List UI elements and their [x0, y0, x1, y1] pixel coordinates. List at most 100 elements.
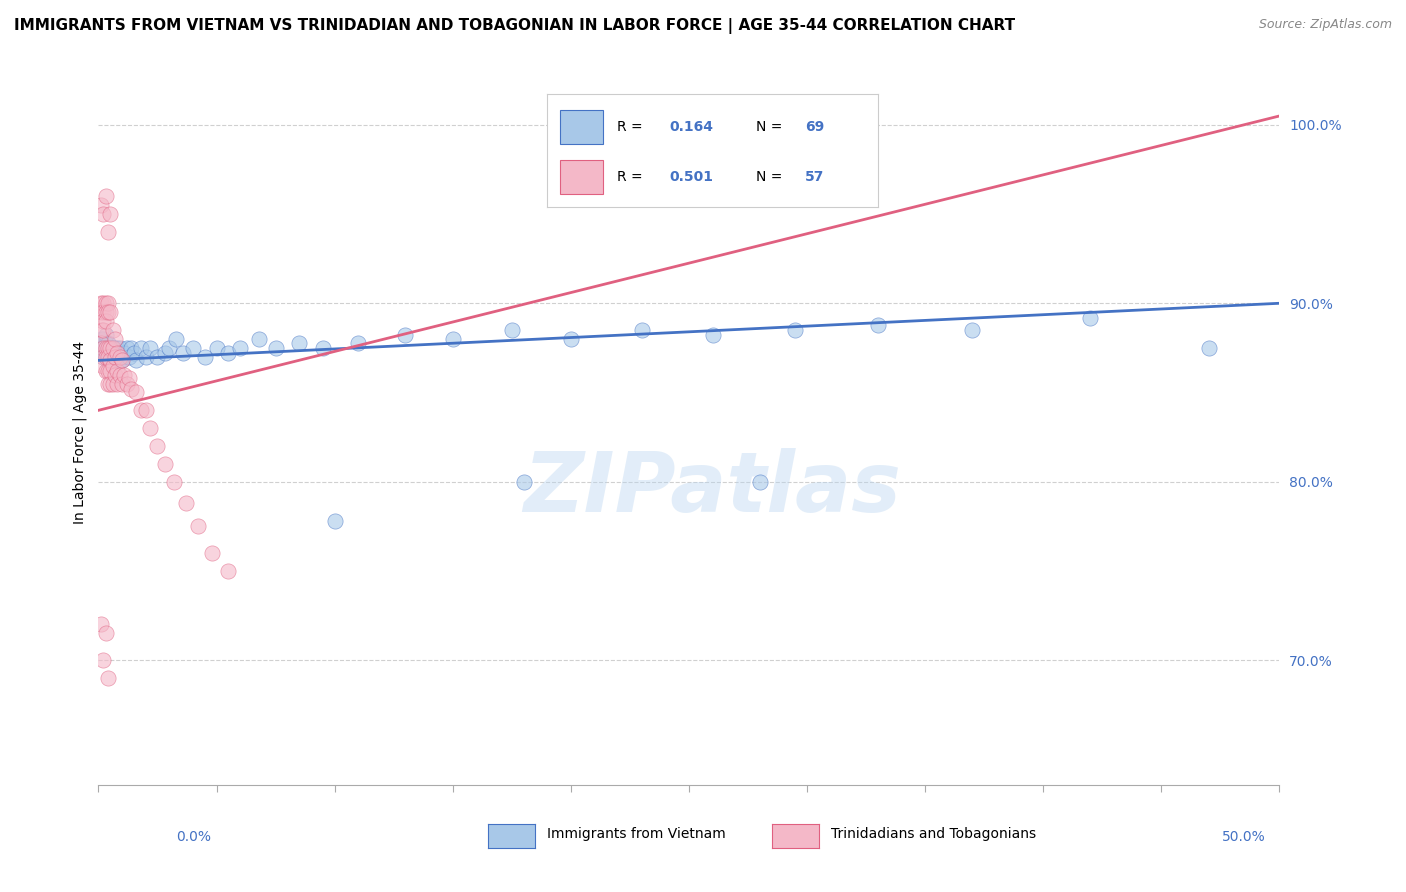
Point — [94, 305, 117, 319]
Point — [115, 341, 138, 355]
Point — [108, 368, 131, 382]
Point — [105, 350, 128, 364]
Point — [94, 350, 117, 364]
Point — [501, 323, 523, 337]
Point — [97, 350, 120, 364]
Point — [94, 626, 117, 640]
Point — [91, 296, 114, 310]
Point — [101, 359, 124, 373]
Point — [112, 346, 135, 360]
Point — [98, 341, 121, 355]
Point — [104, 332, 127, 346]
Point — [98, 346, 121, 360]
Point — [91, 305, 114, 319]
Point — [153, 346, 176, 360]
Point — [115, 376, 138, 391]
Point — [288, 335, 311, 350]
Point — [94, 335, 117, 350]
Point — [111, 376, 134, 391]
Point — [101, 346, 124, 360]
Point — [108, 341, 131, 355]
Point — [264, 341, 287, 355]
Point — [121, 382, 143, 396]
Point — [1080, 310, 1102, 325]
Point — [121, 341, 143, 355]
Point — [101, 341, 124, 355]
Point — [97, 341, 120, 355]
Point — [101, 353, 124, 368]
Point — [91, 314, 114, 328]
Point — [101, 323, 124, 337]
Point — [94, 314, 117, 328]
Point — [98, 353, 121, 368]
Point — [312, 341, 335, 355]
Point — [125, 353, 148, 368]
Point — [104, 341, 127, 355]
Point — [122, 346, 145, 360]
Text: IMMIGRANTS FROM VIETNAM VS TRINIDADIAN AND TOBAGONIAN IN LABOR FORCE | AGE 35-44: IMMIGRANTS FROM VIETNAM VS TRINIDADIAN A… — [14, 18, 1015, 34]
Point — [205, 341, 228, 355]
Point — [394, 328, 416, 343]
Point — [98, 350, 121, 364]
Point — [91, 341, 114, 355]
Point — [157, 341, 180, 355]
Point — [111, 353, 134, 368]
Point — [98, 305, 121, 319]
Point — [97, 296, 120, 310]
Point — [98, 353, 121, 368]
Point — [91, 653, 114, 667]
Point — [94, 364, 117, 378]
Point — [165, 332, 187, 346]
Point — [229, 341, 252, 355]
Point — [98, 364, 121, 378]
Text: Trinidadians and Tobagonians: Trinidadians and Tobagonians — [831, 827, 1036, 841]
Point — [97, 353, 120, 368]
Text: 0.0%: 0.0% — [176, 830, 211, 844]
Point — [702, 328, 724, 343]
Point — [323, 514, 346, 528]
Point — [153, 457, 176, 471]
Point — [146, 439, 169, 453]
Point — [98, 341, 121, 355]
Point — [91, 350, 114, 364]
Point — [90, 296, 112, 310]
Point — [94, 189, 117, 203]
Point — [97, 346, 120, 360]
Point — [630, 323, 652, 337]
Point — [187, 519, 209, 533]
Point — [962, 323, 984, 337]
Point — [97, 671, 120, 685]
Point — [105, 376, 128, 391]
Point — [105, 364, 128, 378]
Point — [104, 353, 127, 368]
Point — [105, 341, 128, 355]
Point — [172, 346, 194, 360]
Point — [91, 207, 114, 221]
Point — [98, 376, 121, 391]
Point — [94, 341, 117, 355]
Point — [174, 496, 197, 510]
Point — [139, 421, 162, 435]
Point — [105, 346, 128, 360]
Point — [112, 368, 135, 382]
Point — [108, 353, 131, 368]
Point — [91, 350, 114, 364]
Text: ZIPatlas: ZIPatlas — [523, 449, 901, 530]
Point — [105, 346, 128, 360]
Point — [135, 403, 157, 417]
Point — [441, 332, 464, 346]
Point — [101, 376, 124, 391]
Point — [97, 335, 120, 350]
Point — [146, 350, 169, 364]
Point — [560, 332, 582, 346]
Point — [104, 368, 127, 382]
Point — [94, 350, 117, 364]
Point — [748, 475, 770, 489]
Point — [347, 335, 370, 350]
Point — [97, 305, 120, 319]
Point — [512, 475, 534, 489]
Point — [94, 328, 117, 343]
Point — [163, 475, 186, 489]
Text: 50.0%: 50.0% — [1222, 830, 1265, 844]
Point — [98, 207, 121, 221]
